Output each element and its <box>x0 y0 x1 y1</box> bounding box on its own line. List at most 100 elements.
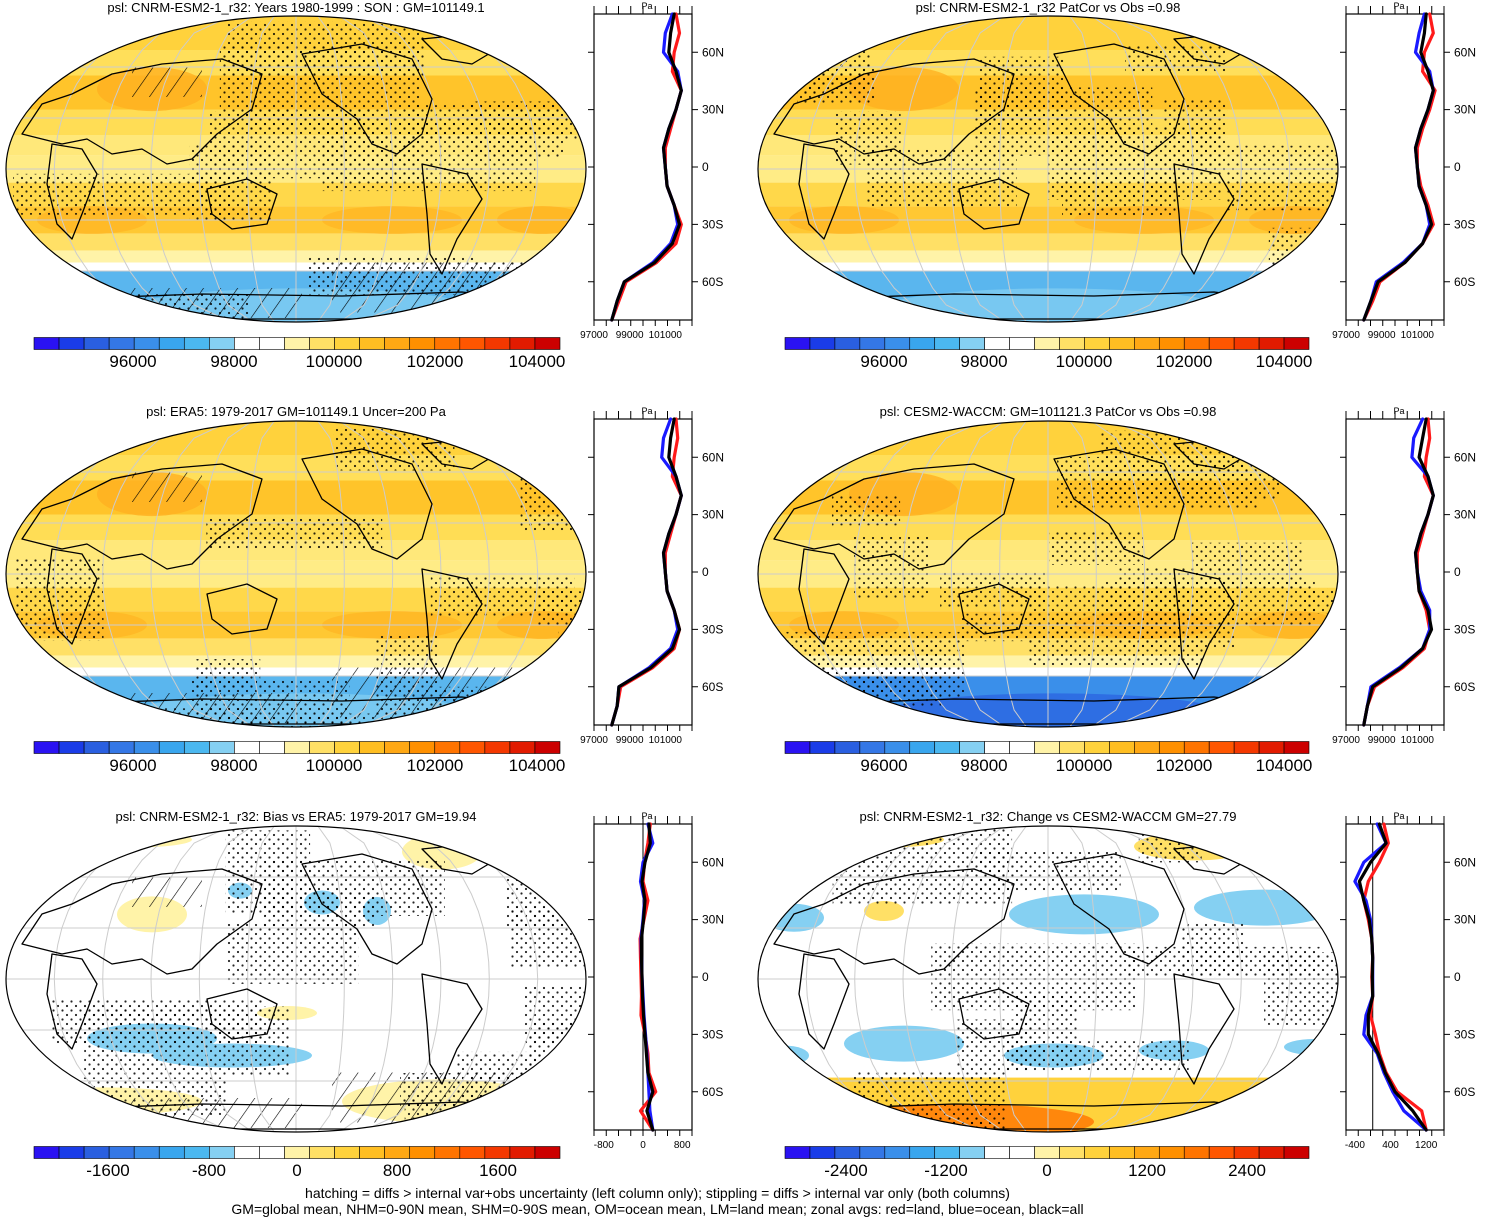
colorbar-swatch <box>1109 741 1135 754</box>
longitude-line <box>150 421 232 727</box>
coastline <box>773 463 1015 570</box>
colorbar-5 <box>33 1146 561 1159</box>
zonal-profile-1: Pa 60N 30N 0 30S 60S 97000 99000 101000 <box>580 1 724 341</box>
colorbar-swatch <box>409 741 436 754</box>
hatching <box>132 472 202 502</box>
longitude-line <box>805 826 940 1132</box>
coastline <box>206 988 278 1040</box>
colorbar-swatch <box>409 1146 436 1159</box>
colorbar-swatch <box>884 741 911 754</box>
longitude-line <box>1069 421 1097 727</box>
colorbar-swatch <box>334 1146 360 1159</box>
colorbar-swatch <box>158 741 185 754</box>
stippling <box>333 426 455 471</box>
colorbar-swatch <box>984 1146 1010 1159</box>
stippling <box>960 613 1072 642</box>
longitude-line <box>1156 421 1291 727</box>
longitude-line <box>53 421 188 727</box>
negative-change-area <box>844 1025 964 1062</box>
coastline <box>46 143 98 240</box>
colorbar-swatch <box>909 1146 936 1159</box>
colorbar-swatch <box>1233 337 1260 350</box>
colorbar-swatch <box>1283 1146 1310 1159</box>
footnote-line-1: hatching = diffs > internal var+obs unce… <box>305 1185 1010 1201</box>
longitude-line <box>102 421 210 727</box>
colorbar-swatch <box>909 337 936 350</box>
colorbar-swatch <box>1109 1146 1135 1159</box>
colorbar-swatch <box>359 1146 385 1159</box>
units-label: Pa <box>1393 1 1404 11</box>
colorbar-swatch <box>859 741 886 754</box>
longitude-line <box>950 16 1005 322</box>
longitude-line <box>339 421 394 727</box>
profile-frame <box>1345 418 1445 726</box>
panel-title-5: psl: CNRM-ESM2-1_r32: Bias vs ERA5: 1979… <box>115 809 477 824</box>
x-tick-label: 99000 <box>1368 735 1396 746</box>
longitude-line <box>198 16 253 322</box>
units-label: Pa <box>1393 811 1404 821</box>
colorbar-swatch <box>1258 337 1285 350</box>
colorbar-swatch <box>183 741 210 754</box>
colorbar-swatch <box>309 1146 335 1159</box>
map-field <box>758 826 1338 1132</box>
longitude-line <box>150 16 232 322</box>
longitude-line <box>950 421 1005 727</box>
longitude-line <box>1113 16 1194 322</box>
longitude-line <box>339 826 394 1132</box>
colorbar-swatch <box>108 337 135 350</box>
map-field <box>6 826 586 1132</box>
stippling <box>1057 456 1257 510</box>
latitude-tick-label: 60N <box>1454 450 1476 464</box>
longitude-line <box>247 16 275 322</box>
latitude-tick-label: 60N <box>1454 855 1476 869</box>
colorbar-label: 104000 <box>508 756 566 775</box>
colorbar-swatch <box>834 1146 861 1159</box>
coastline <box>798 548 850 645</box>
latitude-tick-label: 60S <box>702 680 723 694</box>
panel-title-6: psl: CNRM-ESM2-1_r32: Change vs CESM2-WA… <box>859 809 1237 824</box>
colorbar-swatch <box>534 1146 561 1159</box>
longitude-line <box>854 421 962 727</box>
latitude-tick-label: 60N <box>702 855 724 869</box>
longitude-line <box>805 16 940 322</box>
colorbar-swatch <box>934 741 960 754</box>
colorbar-swatch <box>83 337 110 350</box>
stippling <box>790 22 870 96</box>
longitude-line <box>339 16 394 322</box>
colorbar-swatch <box>334 741 360 754</box>
stippling <box>853 536 929 600</box>
longitude-line <box>102 826 210 1132</box>
colorbar-label: 100000 <box>305 352 363 371</box>
positive-change-area <box>864 901 904 921</box>
longitude-line <box>1113 826 1194 1132</box>
latitude-tick-label: 60N <box>702 45 724 59</box>
colorbar-swatch <box>108 741 135 754</box>
longitude-line <box>382 421 490 727</box>
colorbar-labels-6: -2400 -1200 0 1200 2400 <box>784 1161 1310 1183</box>
x-tick-label: 800 <box>674 1140 691 1151</box>
map-border <box>757 420 1339 728</box>
longitude-line <box>902 826 984 1132</box>
longitude-line <box>1113 421 1194 727</box>
colorbar-swatch <box>1034 337 1060 350</box>
colorbar-swatch <box>984 741 1010 754</box>
x-tick-label: 101000 <box>1401 330 1435 341</box>
x-tick-label: 101000 <box>649 735 683 746</box>
map-model-patcor <box>757 15 1339 323</box>
longitude-line <box>999 826 1027 1132</box>
latitude-tick-label: 30S <box>702 217 723 231</box>
latitude-tick-label: 0 <box>1454 970 1461 984</box>
colorbar-label: 0 <box>292 1161 302 1180</box>
panel-title-1: psl: CNRM-ESM2-1_r32: Years 1980-1999 : … <box>107 0 485 15</box>
longitude-line <box>1156 16 1291 322</box>
latitude-tick-label: 30S <box>702 622 723 636</box>
longitude-line <box>1091 421 1146 727</box>
colorbar-swatch <box>133 1146 160 1159</box>
colorbar-swatch <box>209 741 235 754</box>
stippling <box>895 1118 994 1132</box>
map-field <box>6 421 586 727</box>
latitude-tick-label: 0 <box>702 565 709 579</box>
colorbar-swatch <box>158 1146 185 1159</box>
panel-title-4: psl: CESM2-WACCM: GM=101121.3 PatCor vs … <box>879 404 1217 419</box>
stippling <box>1125 44 1228 74</box>
